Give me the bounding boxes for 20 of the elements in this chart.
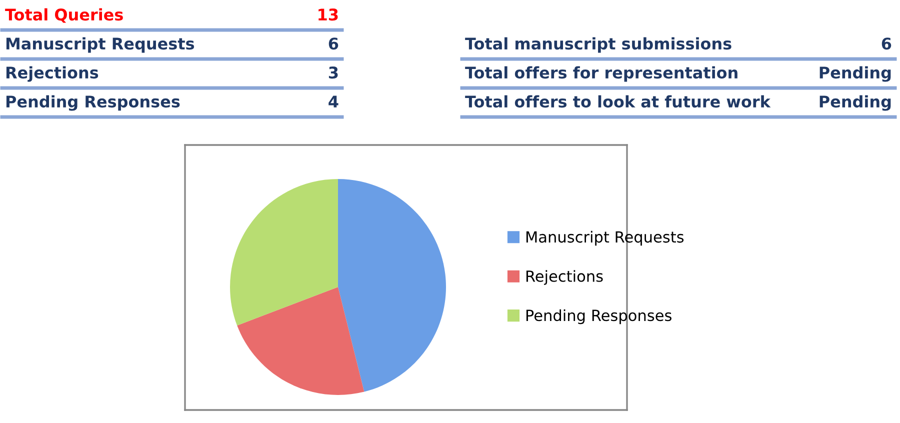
pie-slice [338,179,446,392]
text: Pending [820,66,891,82]
pie-slice [230,179,338,326]
text: Total offers for representation [465,66,738,82]
text: Pending Responses [6,95,180,111]
legend-label: Rejections [526,270,603,285]
text: Total manuscript submissions [465,37,732,53]
text: 4 [328,96,338,108]
text: Total Queries [5,8,123,23]
text: 13 [318,8,338,21]
text: Manuscript Requests [6,37,194,53]
text: 3 [328,66,338,79]
pie-slice [237,287,364,395]
text: 6 [328,38,338,50]
legend-label: Manuscript Requests [526,230,684,246]
text: 6 [882,38,892,50]
text: Rejections [6,66,98,82]
legend-label: Pending Responses [526,309,672,324]
text: Pending [820,95,891,111]
text: Total offers to look at future work [465,95,771,108]
